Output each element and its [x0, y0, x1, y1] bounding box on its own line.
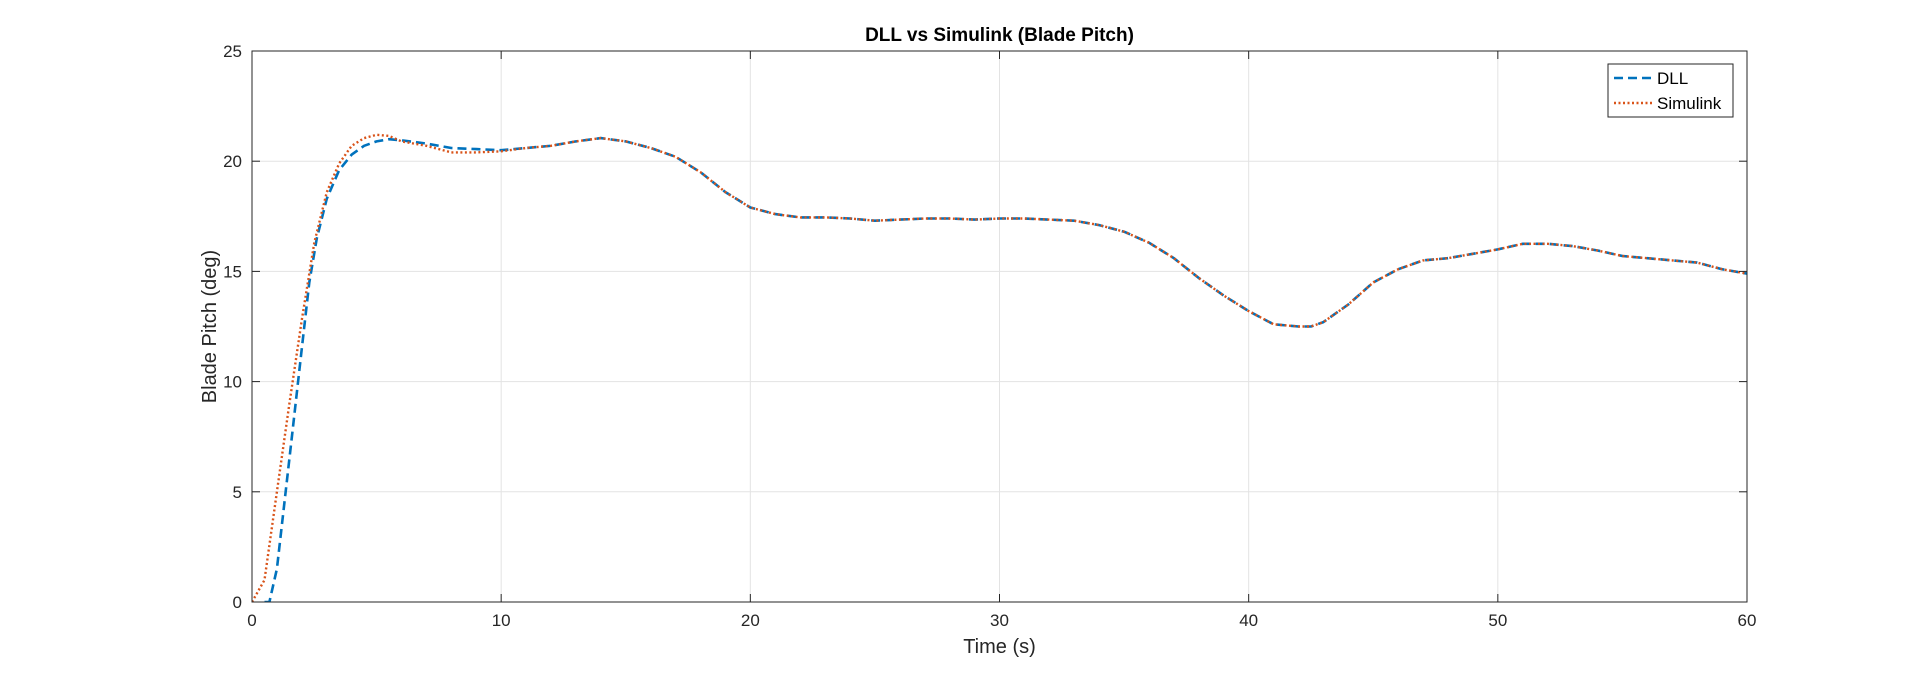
- legend: DLL Simulink: [1607, 63, 1734, 118]
- x-tick-label: 30: [990, 611, 1009, 630]
- y-tick-label: 25: [223, 42, 242, 61]
- y-axis-label: Blade Pitch (deg): [199, 250, 221, 403]
- series-line-simulink: [252, 133, 1747, 602]
- y-tick-label: 10: [223, 373, 242, 392]
- x-tick-label: 0: [247, 611, 256, 630]
- chart-title: DLL vs Simulink (Blade Pitch): [865, 25, 1134, 46]
- legend-label-simulink: Simulink: [1657, 94, 1722, 113]
- x-tick-label: 50: [1488, 611, 1507, 630]
- x-axis-label: Time (s): [963, 636, 1036, 658]
- x-tick-label: 20: [741, 611, 760, 630]
- y-tick-label: 20: [223, 152, 242, 171]
- legend-box: [1607, 63, 1734, 118]
- y-tick-label: 0: [233, 593, 242, 612]
- x-tick-label: 10: [492, 611, 511, 630]
- y-tick-label: 15: [223, 262, 242, 281]
- y-tick-label: 5: [233, 483, 242, 502]
- legend-label-dll: DLL: [1657, 69, 1688, 88]
- x-tick-label: 60: [1738, 611, 1757, 630]
- plot-area: 0 10 20 30 40 50 60 0 5 10 15 20 25: [223, 42, 1756, 630]
- series-line-dll: [264, 136, 1747, 602]
- x-tick-label: 40: [1239, 611, 1258, 630]
